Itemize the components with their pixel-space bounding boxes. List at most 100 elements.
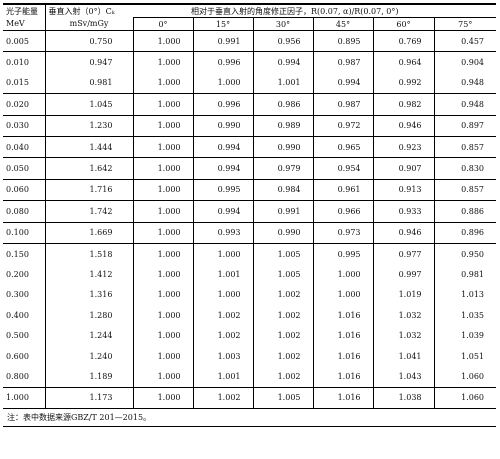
cell-factor-4: 0.946 bbox=[372, 222, 434, 244]
cell-factor-2: 0.990 bbox=[252, 222, 313, 244]
table-row: 0.015 0.981 1.000 1.000 1.001 0.994 0.992 0.948 bbox=[3, 72, 497, 95]
table-row: 0.500 1.244 1.000 1.002 1.002 1.016 1.032 1.039 bbox=[3, 325, 497, 346]
cell-factor-0: 1.000 bbox=[132, 72, 193, 95]
cell-factor-0: 1.000 bbox=[132, 284, 193, 306]
cell-factor-0: 1.000 bbox=[132, 179, 193, 202]
cell-energy: 1.000 bbox=[3, 387, 45, 410]
header-energy: 光子能量 bbox=[3, 3, 45, 18]
cell-factor-4: 0.997 bbox=[372, 264, 434, 285]
header-angle-60: 60° bbox=[372, 17, 434, 31]
table-row: 0.400 1.280 1.000 1.002 1.002 1.016 1.032 1.035 bbox=[3, 305, 497, 326]
cell-factor-1: 0.996 bbox=[192, 93, 253, 116]
cell-factor-4: 1.038 bbox=[372, 387, 434, 410]
cell-conversion-coefficient: 1.244 bbox=[44, 325, 133, 346]
cell-conversion-coefficient: 1.669 bbox=[44, 222, 133, 244]
cell-factor-3: 0.966 bbox=[312, 200, 373, 223]
cell-factor-3: 1.016 bbox=[312, 325, 373, 346]
cell-factor-0: 1.000 bbox=[132, 93, 193, 116]
cell-conversion-coefficient: 1.444 bbox=[44, 136, 133, 159]
cell-conversion-coefficient: 1.316 bbox=[44, 284, 133, 306]
cell-conversion-coefficient: 1.280 bbox=[44, 305, 133, 326]
cell-conversion-coefficient: 1.742 bbox=[44, 200, 133, 223]
cell-factor-3: 1.000 bbox=[312, 284, 373, 306]
cell-factor-3: 0.965 bbox=[312, 136, 373, 159]
cell-factor-3: 0.973 bbox=[312, 222, 373, 244]
cell-energy: 0.030 bbox=[3, 115, 45, 137]
header-angle-15: 15° bbox=[192, 17, 253, 31]
cell-energy: 0.100 bbox=[3, 222, 45, 244]
cell-energy: 0.200 bbox=[6, 269, 29, 279]
cell-factor-1: 1.000 bbox=[192, 72, 253, 95]
cell-factor-5: 0.896 bbox=[433, 222, 497, 244]
cell-factor-4: 0.977 bbox=[372, 243, 434, 265]
cell-factor-2: 1.002 bbox=[252, 366, 313, 388]
cell-factor-0: 1.000 bbox=[132, 200, 193, 223]
cell-factor-2: 1.002 bbox=[252, 325, 313, 346]
cell-factor-5: 0.950 bbox=[433, 243, 497, 265]
table-row: 0.005 0.750 1.000 0.991 0.956 0.895 0.769 0.457 bbox=[3, 30, 497, 53]
cell-factor-0: 1.000 bbox=[132, 115, 193, 137]
cell-factor-2: 1.002 bbox=[252, 345, 313, 367]
cell-energy: 0.040 bbox=[3, 136, 45, 159]
table-row: 0.080 1.742 1.000 0.994 0.991 0.966 0.933 0.886 bbox=[3, 200, 497, 223]
cell-factor-2: 0.979 bbox=[252, 157, 313, 180]
cell-factor-4: 0.964 bbox=[372, 51, 434, 73]
table-row: 0.600 1.240 1.000 1.003 1.002 1.016 1.041 1.051 bbox=[3, 345, 497, 367]
cell-conversion-coefficient: 0.981 bbox=[44, 72, 133, 95]
table-row: 0.040 1.444 1.000 0.994 0.990 0.965 0.923 0.857 bbox=[3, 136, 497, 159]
cell-factor-4: 0.982 bbox=[372, 93, 434, 116]
cell-energy: 0.010 bbox=[6, 58, 29, 68]
cell-conversion-coefficient: 1.412 bbox=[44, 264, 133, 285]
header-angle-0: 0° bbox=[132, 17, 193, 31]
cell-factor-3: 0.987 bbox=[312, 51, 373, 73]
cell-factor-1: 0.995 bbox=[192, 179, 253, 202]
cell-factor-0: 1.000 bbox=[132, 243, 193, 265]
cell-factor-1: 0.990 bbox=[192, 115, 253, 137]
cell-factor-0: 1.000 bbox=[132, 264, 193, 285]
table-note: 注：表中数据来源GBZ/T 201—2015。 bbox=[3, 409, 496, 428]
cell-energy: 0.050 bbox=[3, 157, 45, 180]
table-body: 0.005 0.750 1.000 0.991 0.956 0.895 0.769 0.457… bbox=[3, 30, 497, 410]
cell-factor-0: 1.000 bbox=[132, 387, 193, 410]
cell-energy: 0.600 bbox=[6, 351, 29, 361]
cell-conversion-coefficient: 1.173 bbox=[44, 387, 133, 410]
cell-factor-5: 0.457 bbox=[433, 30, 497, 53]
cell-factor-1: 1.002 bbox=[192, 387, 253, 410]
cell-factor-5: 1.013 bbox=[433, 284, 497, 306]
cell-factor-2: 0.989 bbox=[252, 115, 313, 137]
cell-factor-4: 1.043 bbox=[372, 366, 434, 388]
cell-factor-5: 1.051 bbox=[433, 345, 497, 367]
cell-factor-3: 0.972 bbox=[312, 115, 373, 137]
cell-factor-5: 1.039 bbox=[433, 325, 497, 346]
cell-factor-2: 1.002 bbox=[252, 305, 313, 326]
cell-factor-1: 1.000 bbox=[192, 284, 253, 306]
cell-factor-2: 1.005 bbox=[252, 387, 313, 410]
table-row: 1.000 1.173 1.000 1.002 1.005 1.016 1.038 1.060 bbox=[3, 387, 497, 410]
cell-factor-2: 0.991 bbox=[252, 200, 313, 223]
cell-factor-2: 1.005 bbox=[252, 243, 313, 265]
cell-factor-4: 0.946 bbox=[372, 115, 434, 137]
cell-factor-2: 1.001 bbox=[252, 72, 313, 95]
cell-factor-2: 0.956 bbox=[252, 30, 313, 53]
cell-conversion-coefficient: 1.240 bbox=[44, 345, 133, 367]
cell-factor-4: 0.907 bbox=[372, 157, 434, 180]
cell-conversion-coefficient: 1.230 bbox=[44, 115, 133, 137]
cell-factor-5: 0.948 bbox=[433, 72, 497, 95]
cell-factor-4: 0.923 bbox=[372, 136, 434, 159]
cell-factor-4: 1.032 bbox=[372, 305, 434, 326]
cell-factor-1: 1.002 bbox=[192, 305, 253, 326]
cell-factor-4: 1.041 bbox=[372, 345, 434, 367]
cell-energy: 0.080 bbox=[3, 200, 45, 223]
table-row: 0.030 1.230 1.000 0.990 0.989 0.972 0.946 0.897 bbox=[3, 115, 497, 137]
cell-energy: 0.800 bbox=[3, 366, 45, 388]
header-angle-75: 75° bbox=[433, 17, 497, 31]
cell-factor-2: 0.990 bbox=[252, 136, 313, 159]
cell-factor-3: 1.016 bbox=[312, 345, 373, 367]
cell-factor-3: 1.016 bbox=[312, 305, 373, 326]
header-angle-group: 相对于垂直入射的角度修正因子，R(0.07, α)/R(0.07, 0°) bbox=[133, 3, 497, 18]
cell-factor-0: 1.000 bbox=[132, 136, 193, 159]
cell-factor-3: 0.987 bbox=[312, 93, 373, 116]
cell-factor-2: 1.005 bbox=[252, 264, 313, 285]
cell-factor-1: 0.991 bbox=[192, 30, 253, 53]
cell-factor-0: 1.000 bbox=[132, 325, 193, 346]
